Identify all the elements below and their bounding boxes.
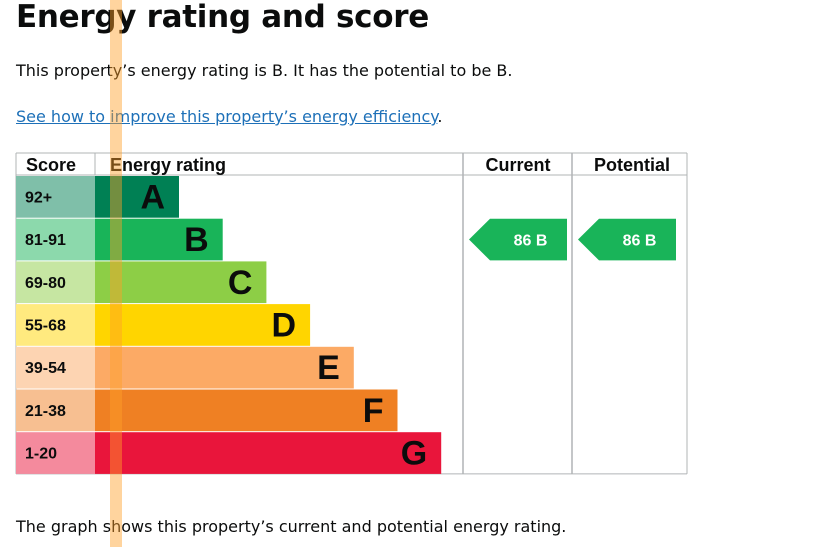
score-cell-e bbox=[16, 346, 95, 389]
score-cell-g bbox=[16, 432, 95, 474]
graph-description: The graph shows this property’s current … bbox=[16, 517, 567, 536]
band-letter-d: D bbox=[272, 306, 297, 344]
current-arrow bbox=[469, 218, 567, 261]
score-cell-d bbox=[16, 304, 95, 346]
band-bar-f bbox=[95, 389, 398, 432]
band-bar-b bbox=[95, 218, 223, 261]
band-letter-f: F bbox=[363, 392, 384, 430]
score-label-d: 55-68 bbox=[25, 317, 66, 334]
score-cell-c bbox=[16, 261, 95, 304]
header-potential: Potential bbox=[594, 155, 670, 175]
potential-arrow-label: 86 B bbox=[623, 233, 657, 250]
score-cell-f bbox=[16, 389, 95, 432]
band-letter-b: B bbox=[184, 221, 209, 259]
header-energy-rating: Energy rating bbox=[110, 155, 226, 175]
band-bar-a bbox=[95, 176, 179, 218]
band-letter-g: G bbox=[401, 435, 427, 473]
header-score: Score bbox=[26, 155, 76, 175]
band-bar-e bbox=[95, 346, 354, 389]
band-bar-d bbox=[95, 304, 311, 346]
rating-intro-text: This property’s energy rating is B. It h… bbox=[16, 61, 513, 80]
improve-efficiency-link[interactable]: See how to improve this property’s energ… bbox=[16, 107, 438, 126]
score-cell-b bbox=[16, 218, 95, 261]
band-letter-e: E bbox=[317, 349, 340, 387]
band-letter-c: C bbox=[228, 264, 253, 302]
score-label-c: 69-80 bbox=[25, 275, 66, 292]
current-arrow-label: 86 B bbox=[514, 233, 548, 250]
score-cell-a bbox=[16, 176, 95, 218]
score-label-a: 92+ bbox=[25, 189, 52, 206]
score-label-b: 81-91 bbox=[25, 232, 66, 249]
band-bar-c bbox=[95, 261, 267, 304]
potential-arrow bbox=[578, 218, 676, 261]
header-current: Current bbox=[485, 155, 550, 175]
band-letter-a: A bbox=[140, 178, 165, 216]
score-label-f: 21-38 bbox=[25, 403, 66, 420]
score-label-g: 1-20 bbox=[25, 446, 57, 463]
score-label-e: 39-54 bbox=[25, 360, 66, 377]
link-suffix: . bbox=[437, 107, 443, 126]
band-bar-g bbox=[95, 432, 442, 474]
improve-link-line: See how to improve this property’s energ… bbox=[16, 107, 443, 127]
page-title: Energy rating and score bbox=[16, 0, 429, 35]
